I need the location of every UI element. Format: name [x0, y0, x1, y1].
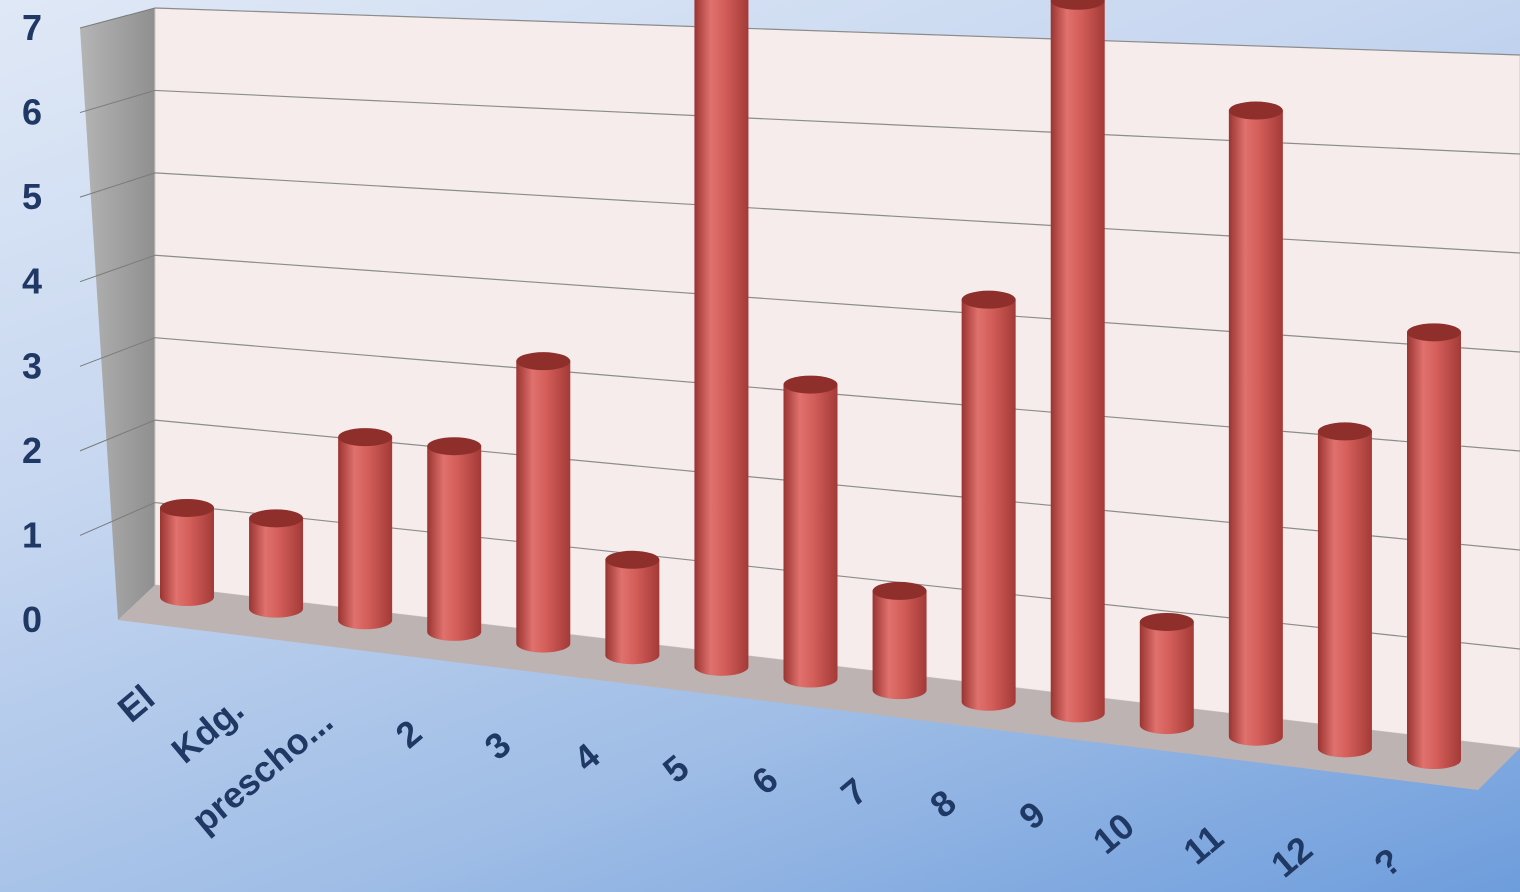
side-gridline: [79, 7, 156, 29]
x-tick-label: 8: [922, 782, 964, 826]
bar-body: [694, 0, 749, 676]
x-tick-label: 2: [388, 712, 430, 756]
bar: [1317, 422, 1372, 758]
bar: [961, 290, 1016, 711]
y-tick-label: 4: [22, 261, 42, 302]
bar: [516, 352, 571, 653]
side-gridline: [79, 172, 156, 198]
side-gridline: [79, 337, 156, 367]
x-tick-label: ?: [1366, 840, 1409, 886]
x-tick-label: El: [110, 677, 162, 730]
bar-body: [516, 361, 571, 653]
bar-body: [961, 299, 1016, 711]
bar: [1050, 0, 1105, 723]
x-tick-label: 11: [1175, 816, 1231, 872]
y-tick-label: 0: [22, 599, 42, 640]
x-tick-label: 7: [833, 770, 875, 814]
gridline: [154, 172, 1520, 254]
x-tick-label: 12: [1263, 828, 1320, 885]
y-tick-label: 1: [22, 514, 42, 555]
bar-body: [1050, 0, 1105, 723]
bar-body: [1407, 332, 1461, 769]
bar: [1228, 101, 1283, 746]
bar-body: [1139, 621, 1194, 735]
gridline: [154, 7, 1520, 56]
bar: [1139, 612, 1194, 735]
bar-top: [249, 509, 304, 528]
bar: [249, 509, 304, 618]
x-tick-label: 10: [1085, 805, 1142, 862]
x-tick-label: 6: [744, 758, 786, 802]
bar-top: [872, 581, 927, 600]
bar-body: [160, 507, 214, 606]
side-gridline: [79, 419, 156, 452]
bar-top: [783, 375, 838, 394]
bar-top: [516, 352, 571, 371]
x-tick-label: Kdg.: [164, 688, 252, 771]
bar: [427, 437, 482, 641]
bar-body: [872, 590, 927, 700]
bar-top: [1228, 101, 1283, 120]
bar-body: [1317, 431, 1372, 758]
bar: [694, 0, 749, 676]
gridline: [154, 254, 1520, 353]
bar: [872, 581, 927, 700]
bar-body: [783, 384, 838, 688]
bar: [605, 550, 660, 665]
bar-top: [605, 550, 660, 569]
side-gridline: [79, 502, 156, 536]
y-tick-label: 7: [22, 7, 42, 48]
y-axis-ticks: 0 1 2 3 4 5 6 7: [22, 7, 42, 640]
bar-top: [427, 437, 482, 456]
side-wall: [80, 8, 155, 620]
bar-body: [249, 518, 304, 618]
bar-top: [1317, 422, 1372, 441]
bar-body: [338, 437, 393, 630]
bars-group: [160, 0, 1461, 769]
bar-top: [338, 428, 393, 447]
y-tick-label: 5: [22, 176, 42, 217]
bar-top: [1050, 0, 1105, 10]
x-tick-label: 9: [1011, 793, 1053, 837]
bar-body: [1228, 110, 1283, 746]
bar-body: [605, 559, 660, 665]
gridline: [154, 89, 1520, 155]
side-gridline: [79, 89, 156, 114]
y-tick-label: 6: [22, 92, 42, 133]
bar: [338, 428, 393, 630]
bar: [1407, 323, 1461, 769]
bar: [783, 375, 838, 688]
bar-top: [160, 498, 214, 517]
bar-top: [1139, 612, 1194, 631]
y-tick-label: 2: [22, 430, 42, 471]
bar: [160, 498, 214, 606]
x-tick-label: 4: [566, 735, 608, 779]
y-tick-label: 3: [22, 345, 42, 386]
bar-top: [961, 290, 1016, 309]
bar-body: [427, 446, 482, 641]
x-tick-label: 3: [477, 723, 519, 767]
side-gridline: [79, 254, 156, 283]
x-tick-label: 5: [655, 747, 697, 791]
bar-top: [1407, 323, 1461, 342]
